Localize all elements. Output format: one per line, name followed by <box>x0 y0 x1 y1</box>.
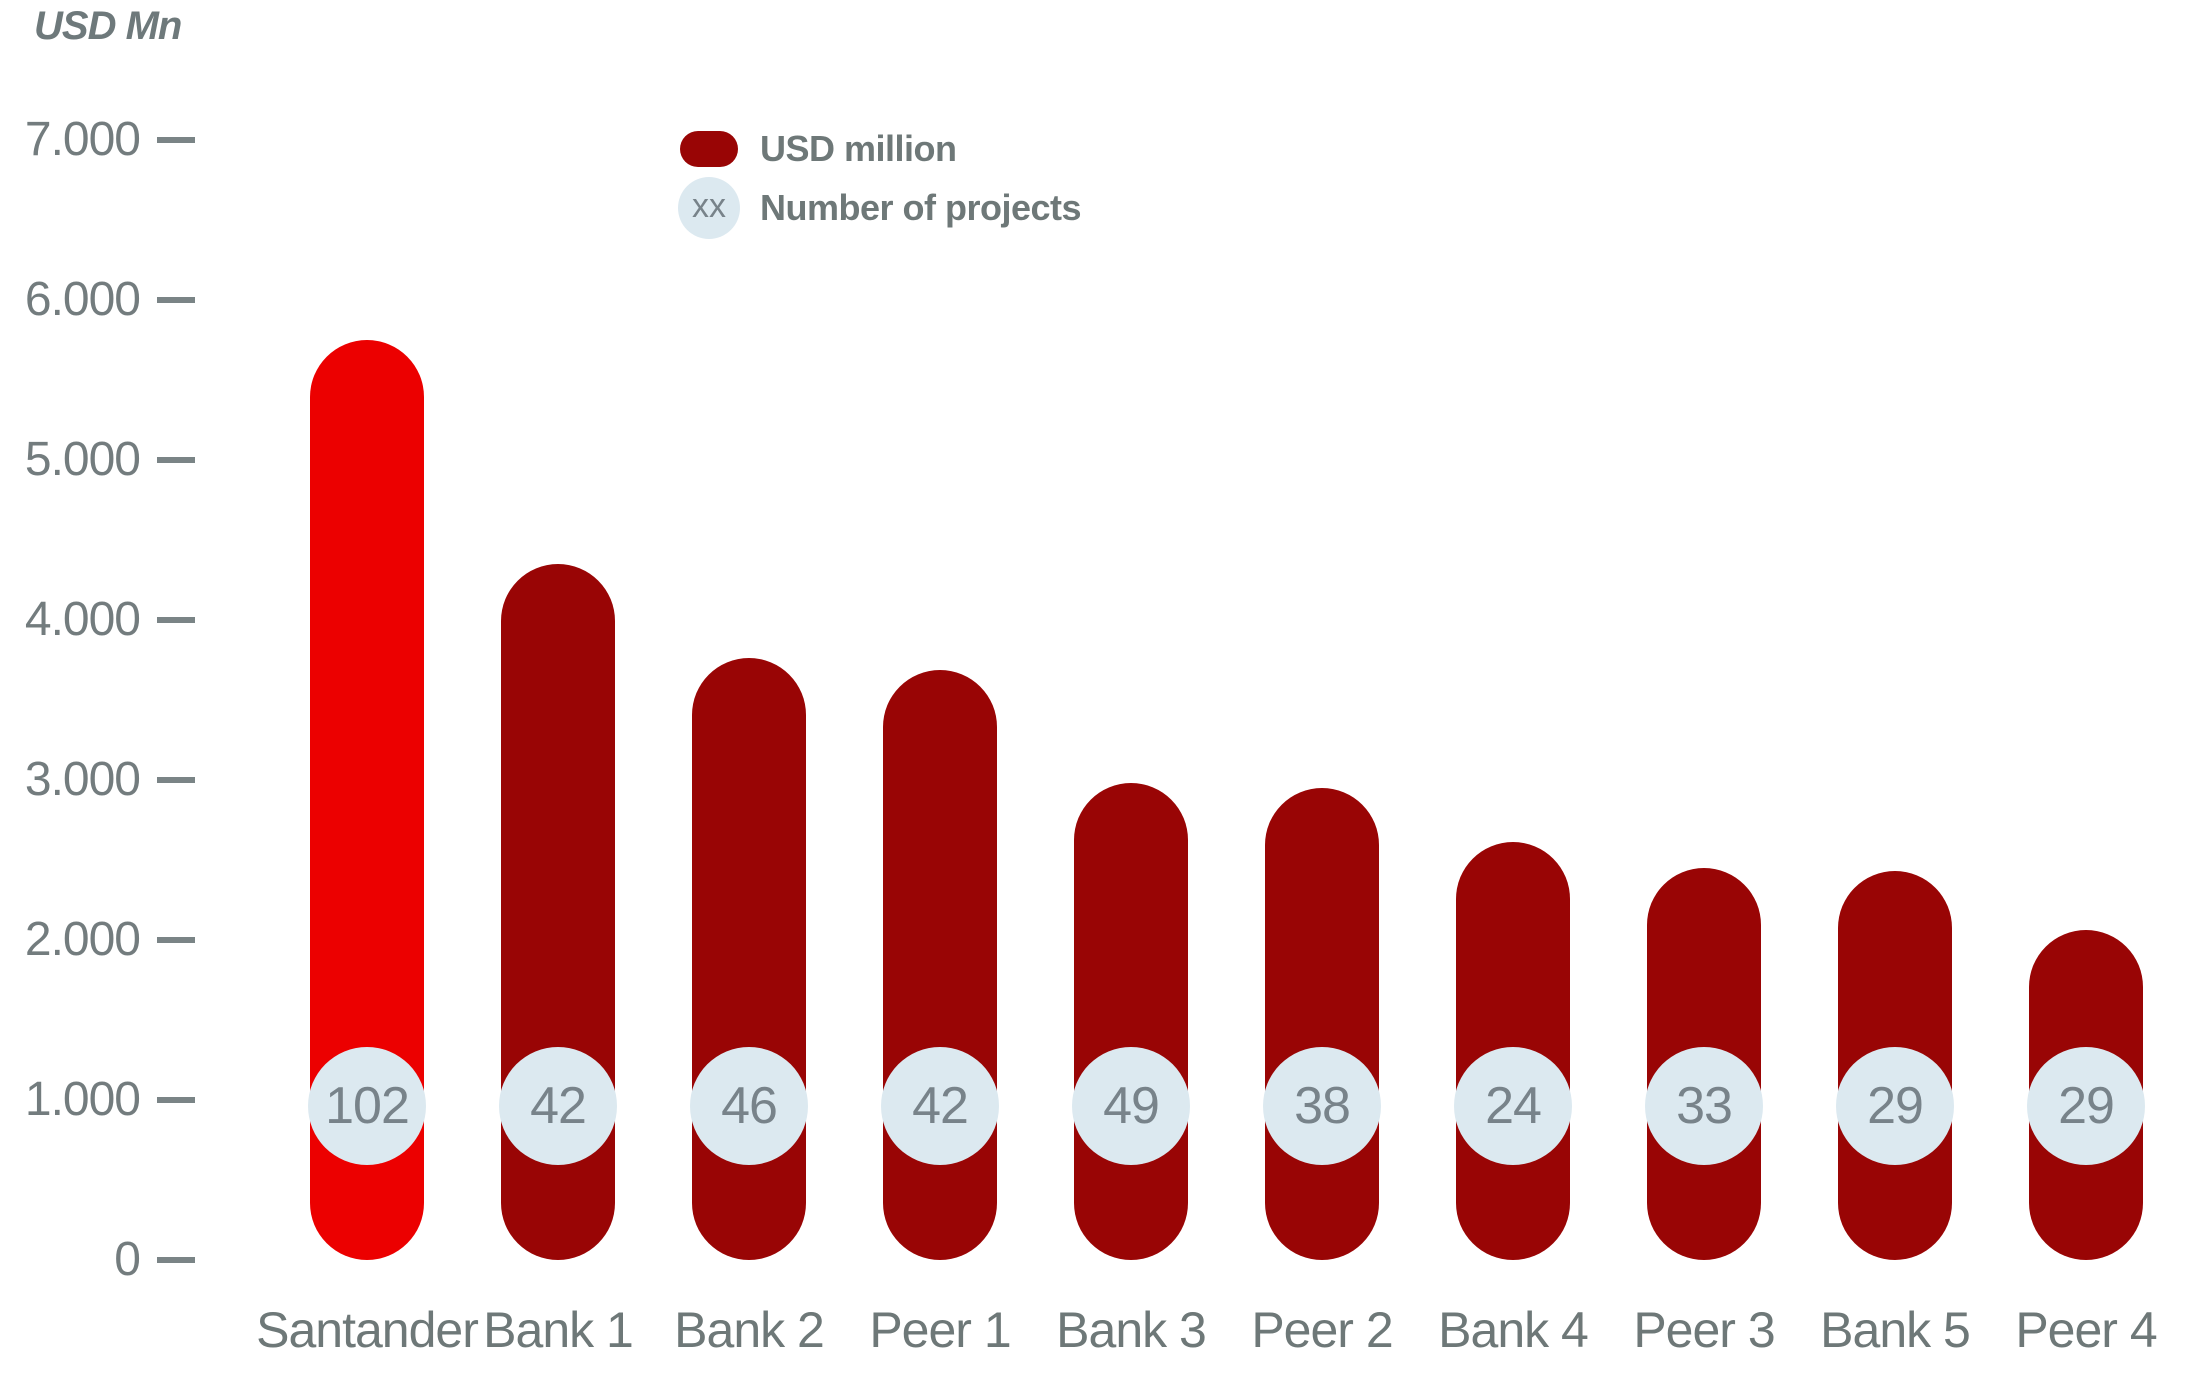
usd-bar-swatch-icon <box>680 131 738 167</box>
project-count-badge: 29 <box>2027 1047 2145 1165</box>
y-tick-dash <box>157 617 195 623</box>
y-tick-label: 7.000 <box>24 113 141 166</box>
legend-row-usd: USD million <box>678 128 1081 170</box>
project-count-badge: 33 <box>1645 1047 1763 1165</box>
project-count-badge: 24 <box>1454 1047 1572 1165</box>
y-axis-units-title: USD Mn <box>34 4 182 48</box>
x-axis-label: Bank 4 <box>1438 1302 1589 1358</box>
legend-row-projects: xx Number of projects <box>678 177 1082 239</box>
x-axis-label: Peer 3 <box>1633 1302 1775 1358</box>
y-tick-label: 2.000 <box>24 913 141 966</box>
project-count-swatch-icon: xx <box>678 177 740 239</box>
x-axis-label: Bank 3 <box>1056 1302 1207 1358</box>
legend-usd-iconbox <box>678 131 740 167</box>
project-count-badge: 38 <box>1263 1047 1381 1165</box>
x-axis-label: Santander <box>256 1302 479 1358</box>
y-tick-dash <box>157 1097 195 1103</box>
y-tick-dash <box>157 1257 195 1263</box>
y-tick-label: 1.000 <box>24 1073 141 1126</box>
y-tick-label: 6.000 <box>24 273 141 326</box>
y-tick-label: 3.000 <box>24 753 141 806</box>
project-count-badge: 42 <box>881 1047 999 1165</box>
bar <box>1074 783 1188 1260</box>
project-count-badge: 102 <box>308 1047 426 1165</box>
x-axis-label: Bank 1 <box>483 1302 634 1358</box>
legend-projects-iconbox: xx <box>678 177 740 239</box>
project-count-badge: 49 <box>1072 1047 1190 1165</box>
x-axis-label: Bank 5 <box>1820 1302 1971 1358</box>
x-axis-label: Peer 1 <box>869 1302 1011 1358</box>
x-axis-label: Peer 4 <box>2015 1302 2157 1358</box>
legend: USD million xx Number of projects <box>678 128 1082 239</box>
y-tick-label: 4.000 <box>24 593 141 646</box>
project-count-badge: 46 <box>690 1047 808 1165</box>
y-tick-dash <box>157 937 195 943</box>
x-axis-label: Bank 2 <box>674 1302 825 1358</box>
project-count-badge: 29 <box>1836 1047 1954 1165</box>
y-tick-dash <box>157 457 195 463</box>
legend-projects-label: Number of projects <box>760 187 1082 228</box>
bar <box>692 658 806 1260</box>
y-tick-label: 0 <box>114 1233 141 1286</box>
y-tick-label: 5.000 <box>24 433 141 486</box>
y-tick-dash <box>157 297 195 303</box>
y-tick-dash <box>157 137 195 143</box>
y-tick-dash <box>157 777 195 783</box>
legend-usd-label: USD million <box>760 128 957 169</box>
bar <box>883 669 997 1260</box>
x-axis-label: Peer 2 <box>1251 1302 1393 1358</box>
bar <box>1265 788 1379 1260</box>
project-count-badge: 42 <box>499 1047 617 1165</box>
